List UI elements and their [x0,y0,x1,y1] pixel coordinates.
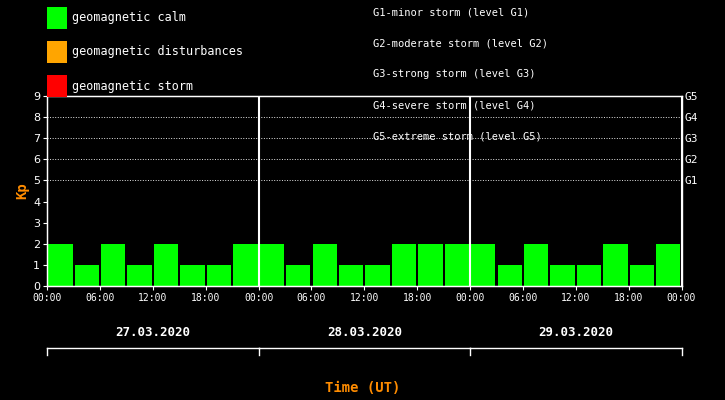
Text: geomagnetic disturbances: geomagnetic disturbances [72,46,244,58]
Text: G2-moderate storm (level G2): G2-moderate storm (level G2) [373,39,548,49]
Bar [101,244,125,286]
Bar [75,265,99,286]
Text: G1-minor storm (level G1): G1-minor storm (level G1) [373,8,530,18]
Text: Time (UT): Time (UT) [325,381,400,395]
Bar [339,265,363,286]
Bar [128,265,152,286]
Bar [365,265,389,286]
Bar [550,265,575,286]
Bar [471,244,495,286]
Bar [497,265,522,286]
Bar [524,244,548,286]
Bar [577,265,601,286]
Text: G3-strong storm (level G3): G3-strong storm (level G3) [373,70,536,80]
Bar [260,244,284,286]
Bar [418,244,442,286]
Text: G5-extreme storm (level G5): G5-extreme storm (level G5) [373,131,542,141]
Bar [630,265,654,286]
Bar [603,244,628,286]
Text: 28.03.2020: 28.03.2020 [327,326,402,338]
Bar [233,244,257,286]
Bar [154,244,178,286]
Bar [656,244,681,286]
Text: 27.03.2020: 27.03.2020 [115,326,191,338]
Text: geomagnetic storm: geomagnetic storm [72,80,194,92]
Bar [392,244,416,286]
Bar [312,244,337,286]
Bar [48,244,72,286]
Y-axis label: Kp: Kp [15,183,29,199]
Text: G4-severe storm (level G4): G4-severe storm (level G4) [373,100,536,110]
Bar [207,265,231,286]
Text: geomagnetic calm: geomagnetic calm [72,12,186,24]
Bar [444,244,469,286]
Bar [286,265,310,286]
Bar [181,265,204,286]
Text: 29.03.2020: 29.03.2020 [538,326,613,338]
